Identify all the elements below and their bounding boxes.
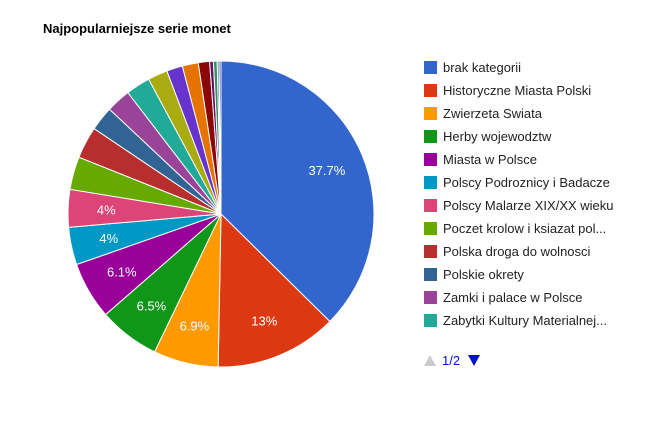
pie-slices (67, 60, 375, 368)
legend-swatch (424, 245, 437, 258)
legend-label: Polska droga do wolnosci (443, 244, 591, 259)
legend-item[interactable]: Zamki i palace w Polsce (424, 289, 659, 312)
legend-item[interactable]: Historyczne Miasta Polski (424, 82, 659, 105)
legend-label: Herby wojewodztw (443, 129, 552, 144)
legend-label: Zabytki Kultury Materialnej... (443, 313, 608, 328)
legend-label: Poczet krolow i ksiazat pol... (443, 221, 607, 236)
legend-swatch (424, 268, 437, 281)
legend-swatch (424, 107, 437, 120)
legend-label: Historyczne Miasta Polski (443, 83, 592, 98)
legend-swatch (424, 199, 437, 212)
slice-data-label: 6.1% (107, 265, 137, 280)
legend-swatch (424, 153, 437, 166)
legend-item[interactable]: Zabytki Kultury Materialnej... (424, 312, 659, 335)
pie-slice[interactable] (217, 212, 331, 368)
legend-page-indicator: 1/2 (442, 353, 461, 368)
slice-data-label: 4% (97, 203, 116, 218)
legend-label: Polskie okrety (443, 267, 524, 282)
legend-label: Miasta w Polsce (443, 152, 537, 167)
previous-page-arrow-icon[interactable] (424, 355, 436, 366)
slice-data-label: 4% (99, 231, 118, 246)
legend-swatch (424, 176, 437, 189)
legend-item[interactable]: Herby wojewodztw (424, 128, 659, 151)
legend-swatch (424, 130, 437, 143)
slice-data-label: 6.5% (137, 298, 167, 313)
legend-item[interactable]: Polscy Malarze XIX/XX wieku (424, 197, 659, 220)
slice-data-label: 6.9% (180, 319, 210, 334)
legend-item[interactable]: Polska droga do wolnosci (424, 243, 659, 266)
next-page-arrow-icon[interactable] (468, 355, 480, 366)
legend: brak kategorii Historyczne Miasta Polski Z… (424, 59, 659, 335)
legend-label: Zwierzeta Swiata (443, 106, 542, 121)
legend-swatch (424, 314, 437, 327)
legend-label: Polscy Podroznicy i Badacze (443, 175, 610, 190)
slice-data-label: 37.7% (308, 163, 345, 178)
legend-item[interactable]: Polskie okrety (424, 266, 659, 289)
pie-slice[interactable] (220, 60, 375, 323)
legend-item[interactable]: Poczet krolow i ksiazat pol... (424, 220, 659, 243)
legend-item[interactable]: Polscy Podroznicy i Badacze (424, 174, 659, 197)
legend-swatch (424, 84, 437, 97)
legend-label: Zamki i palace w Polsce (443, 290, 583, 305)
legend-item[interactable]: brak kategorii (424, 59, 659, 82)
legend-swatch (424, 291, 437, 304)
slice-data-label: 13% (251, 313, 277, 328)
legend-swatch (424, 61, 437, 74)
legend-item[interactable]: Miasta w Polsce (424, 151, 659, 174)
pie-slice-labels: 37.7% 13% 6.9% 6.5% 6.1% 4% 4% (97, 163, 346, 334)
chart-title: Najpopularniejsze serie monet (43, 21, 231, 36)
legend-swatch (424, 222, 437, 235)
legend-label: brak kategorii (443, 60, 522, 75)
legend-label: Polscy Malarze XIX/XX wieku (443, 198, 614, 213)
pie-slice[interactable] (218, 60, 222, 215)
legend-item[interactable]: Zwierzeta Swiata (424, 105, 659, 128)
